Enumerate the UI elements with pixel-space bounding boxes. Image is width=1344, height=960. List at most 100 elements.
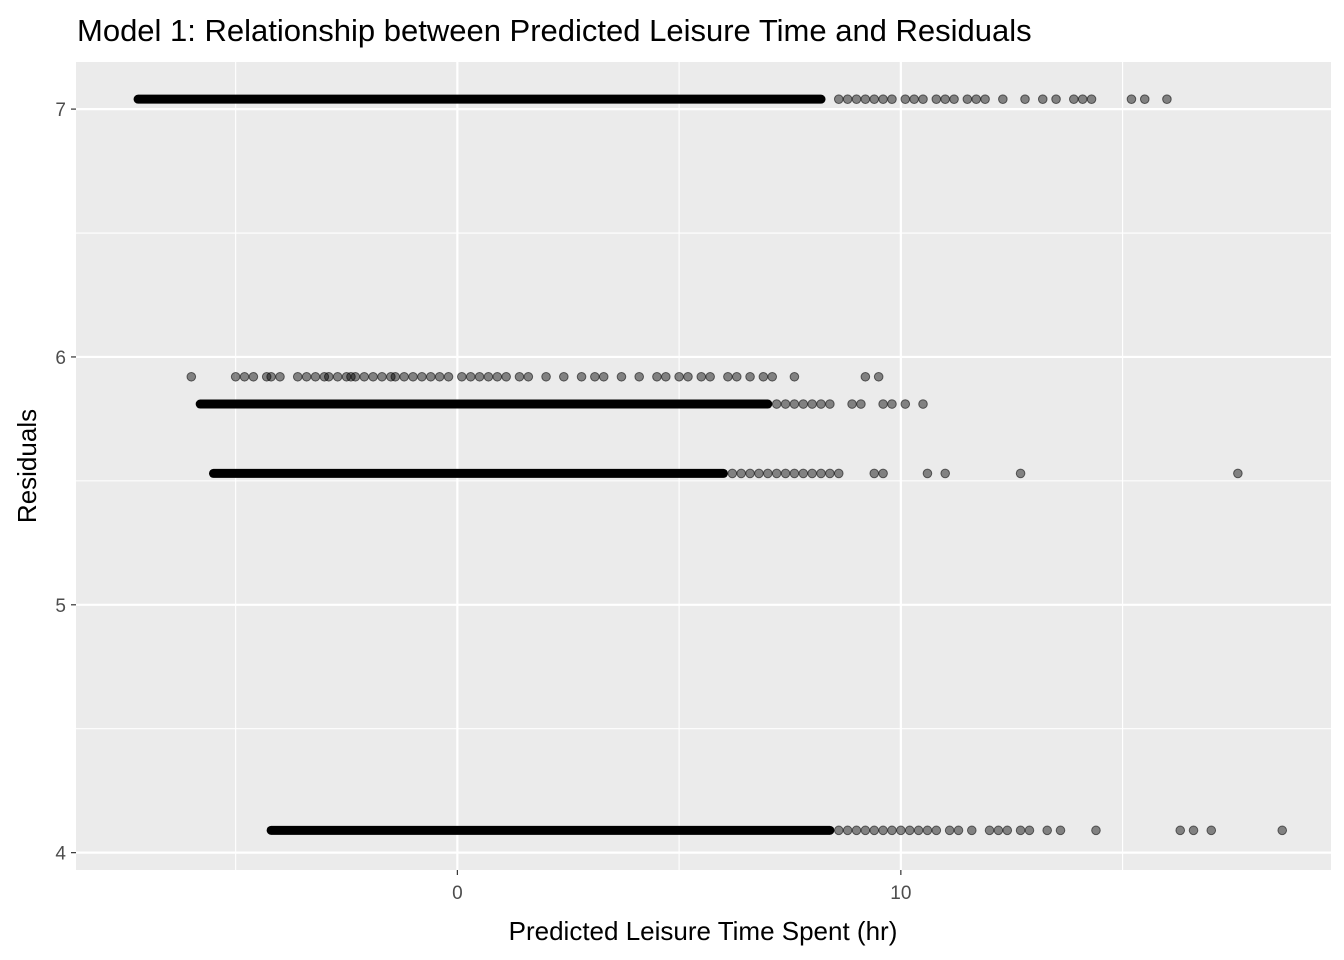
scatter-point (771, 468, 782, 479)
scatter-point (501, 371, 511, 382)
scatter-point (767, 371, 778, 382)
scatter-point (909, 94, 919, 104)
scatter-point (940, 468, 950, 479)
scatter-point (780, 399, 791, 409)
scatter-point (878, 399, 888, 409)
minor-gridlines (76, 62, 1331, 870)
y-tick-label: 5 (55, 596, 66, 617)
scatter-point (816, 399, 826, 409)
scatter-point (789, 468, 800, 479)
scatter-point (275, 371, 285, 382)
y-tick-label: 7 (55, 100, 66, 121)
scatter-point (1068, 94, 1079, 104)
scatter-point (474, 371, 485, 382)
scatter-point (1162, 94, 1172, 104)
scatter-point (1037, 94, 1048, 104)
y-axis-ticks: 4 5 6 7 (55, 100, 76, 865)
scatter-point (798, 399, 809, 409)
scatter-point (842, 94, 853, 104)
scatter-point (900, 94, 911, 104)
scatter-point (878, 825, 888, 836)
chart-title: Model 1: Relationship between Predicted … (77, 13, 1032, 48)
scatter-point (869, 94, 880, 104)
scatter-point (971, 94, 982, 104)
scatter-point (816, 468, 826, 479)
scatter-point (745, 371, 755, 382)
scatter-point (1126, 94, 1137, 104)
scatter-point (248, 371, 259, 382)
scatter-point (949, 94, 959, 104)
scatter-point (492, 371, 503, 382)
scatter-point (1206, 825, 1217, 836)
scatter-point (514, 371, 525, 382)
scatter-point (1277, 825, 1288, 836)
scatter-point (789, 399, 800, 409)
scatter-point (887, 94, 897, 104)
scatter-point (541, 371, 551, 382)
scatter-point (754, 468, 764, 479)
scatter-point (301, 371, 312, 382)
plot-panel (76, 62, 1331, 870)
scatter-point (922, 468, 933, 479)
scatter-point (860, 94, 871, 104)
scatter-point (944, 825, 955, 836)
scatter-point (900, 399, 911, 409)
scatter-point (873, 371, 884, 382)
scatter-point (1077, 94, 1088, 104)
scatter-point (736, 468, 746, 479)
scatter-point (878, 94, 888, 104)
scatter-point (896, 825, 906, 836)
scatter-point (807, 399, 817, 409)
scatter-point (953, 825, 964, 836)
scatter-point (230, 371, 241, 382)
scatter-point (1188, 825, 1199, 836)
y-tick-label: 4 (55, 844, 66, 865)
scatter-point (825, 468, 835, 479)
scatter-point (1055, 825, 1066, 836)
scatter-point (483, 371, 494, 382)
scatter-point (634, 371, 644, 382)
scatter-point (1042, 825, 1052, 836)
scatter-point (661, 371, 671, 382)
scatter-point (598, 371, 609, 382)
scatter-point (940, 94, 950, 104)
scatter-point (869, 468, 880, 479)
scatter-point (523, 371, 534, 382)
scatter-point (425, 371, 436, 382)
scatter-point (771, 399, 782, 409)
scatter-point (856, 399, 866, 409)
scatter-point (869, 825, 880, 836)
scatter-point (847, 399, 857, 409)
x-axis-title: Predicted Leisure Time Spent (hr) (509, 916, 898, 946)
scatter-point (559, 371, 569, 382)
scatter-point (931, 94, 942, 104)
scatter-point (705, 371, 715, 382)
scatter-point (1015, 468, 1026, 479)
scatter-point (842, 825, 853, 836)
scatter-point (1002, 825, 1013, 836)
scatter-point (723, 371, 733, 382)
scatter-point (984, 825, 995, 836)
scatter-point (417, 371, 427, 382)
scatter-point (457, 371, 467, 382)
scatter-point (443, 371, 454, 382)
scatter-point (851, 94, 862, 104)
scatter-point (390, 371, 401, 382)
scatter-point (887, 399, 897, 409)
scatter-point (980, 94, 990, 104)
scatter-point (674, 371, 684, 382)
scatter-point (798, 468, 809, 479)
scatter-point (292, 371, 303, 382)
scatter-point (332, 371, 343, 382)
scatter-point (683, 371, 693, 382)
scatter-point (807, 468, 817, 479)
scatter-point (1024, 825, 1035, 836)
scatter-point (368, 371, 378, 382)
scatter-point (696, 371, 707, 382)
scatter-point (408, 371, 418, 382)
scatter-point (186, 371, 197, 382)
scatter-point (266, 371, 276, 382)
scatter-point (731, 371, 742, 382)
scatter-point (359, 371, 370, 382)
